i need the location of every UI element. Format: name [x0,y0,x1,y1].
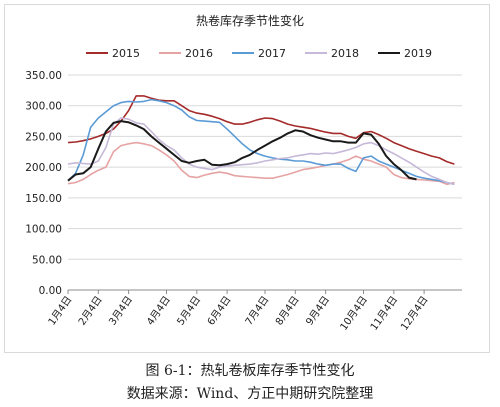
x-tick-label: 12月4日 [398,294,430,333]
y-axis: 0.00 50.00 100.00 150.00 200.00 250.00 300.00 3… [25,70,62,297]
x-tick-label: 7月4日 [243,294,272,328]
chart-title: 热卷库存季节性变化 [196,13,304,28]
source-caption: 数据来源：Wind、方正中期研究院整理 [126,386,374,402]
x-tick-label: 4月4日 [144,294,173,328]
x-tick-label: 11月4日 [368,294,400,333]
y-tick-label: 200.00 [25,162,62,174]
y-tick-label: 100.00 [25,224,62,236]
y-tick-label: 150.00 [25,193,62,205]
legend-label-2016: 2016 [185,47,213,60]
x-tick-label: 10月4日 [338,294,370,333]
legend: 2015 2016 2017 2018 2019 [86,47,432,60]
x-tick-label: 8月4日 [273,294,302,328]
y-tick-label: 250.00 [25,131,62,143]
x-tick-label: 2月4日 [76,294,105,328]
series-line-2018 [67,117,455,186]
chart: 热卷库存季节性变化 2015 2016 2017 2018 2019 0.00 50.00… [25,13,462,333]
legend-label-2019: 2019 [404,47,432,60]
series-line-2016 [67,141,455,186]
x-axis: 1月4日 2月4日 3月4日 4月4日 5月4日 6月4日 7月4日 8月4日 9月4日 10月4… [46,290,431,333]
legend-label-2017: 2017 [258,47,286,60]
series-line-2017 [67,98,455,186]
series-lines [67,95,455,186]
y-tick-label: 0.00 [39,285,62,297]
series-line-2019 [67,120,417,182]
x-tick-label: 6月4日 [205,294,234,328]
y-tick-label: 300.00 [25,101,62,113]
legend-label-2015: 2015 [112,47,140,60]
x-tick-label: 9月4日 [303,294,332,328]
figure-caption: 图 6-1：热轧卷板库存季节性变化 [145,363,355,379]
x-tick-label: 5月4日 [175,294,204,328]
series-line-2015 [67,95,455,165]
x-tick-label: 1月4日 [46,294,75,328]
y-tick-label: 50.00 [32,254,62,266]
legend-label-2018: 2018 [331,47,359,60]
grid [68,74,462,291]
x-tick-label: 3月4日 [106,294,135,328]
y-tick-label: 350.00 [25,70,62,82]
